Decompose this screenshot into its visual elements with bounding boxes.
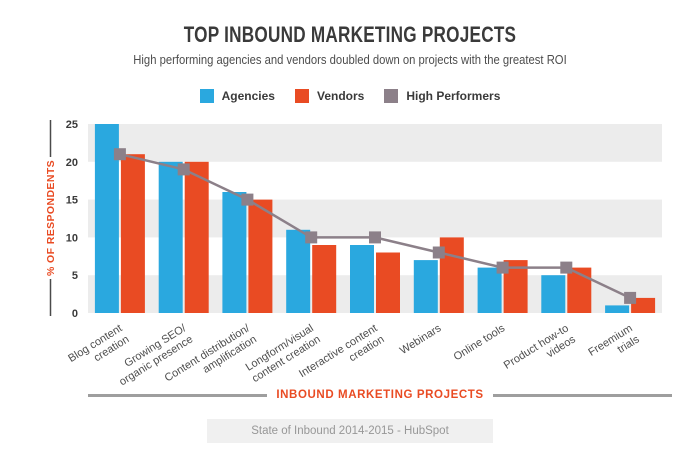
caption-rule-right bbox=[492, 393, 672, 397]
high-performers-marker-3 bbox=[305, 231, 318, 244]
bar-agencies-4 bbox=[350, 245, 374, 313]
bar-agencies-7 bbox=[541, 275, 566, 313]
chart-subtitle: High performing agencies and vendors dou… bbox=[133, 53, 567, 67]
bar-vendors-1 bbox=[184, 161, 209, 313]
high-performers-marker-6 bbox=[496, 261, 509, 274]
bar-agencies-8 bbox=[605, 305, 630, 313]
grouped-bar-line-chart: % OF RESPONDENTS 0 5 10 15 20 25 Blog contentcr… bbox=[45, 119, 662, 388]
high-performers-marker-8 bbox=[624, 291, 637, 304]
high-performers-marker-1 bbox=[177, 163, 190, 176]
grid-band-20 bbox=[88, 124, 662, 162]
x-axis-caption: INBOUND MARKETING PROJECTS bbox=[0, 389, 700, 401]
bar-vendors-0 bbox=[120, 154, 145, 313]
legend-label-agencies: Agencies bbox=[221, 89, 275, 103]
bar-vendors-8 bbox=[631, 297, 656, 313]
agencies-color-swatch bbox=[199, 89, 214, 103]
high-performers-color-swatch bbox=[384, 89, 399, 103]
high-performers-marker-7 bbox=[560, 261, 573, 274]
grid-band-0 bbox=[88, 275, 662, 313]
y-tick-label-15: 15 bbox=[66, 195, 78, 207]
bar-agencies-2 bbox=[222, 192, 247, 313]
legend-item-vendors: Vendors bbox=[294, 89, 365, 103]
bar-vendors-4 bbox=[376, 252, 400, 313]
y-tick-label-25: 25 bbox=[66, 119, 78, 131]
footer: State of Inbound 2014-2015 - HubSpot bbox=[0, 419, 700, 443]
legend-item-high-performers: High Performers bbox=[384, 89, 500, 103]
x-category-label-3: Longform/visualcontent creation bbox=[243, 322, 323, 385]
legend-label-vendors: Vendors bbox=[316, 89, 365, 103]
y-tick-label-0: 0 bbox=[72, 308, 78, 320]
high-performers-marker-5 bbox=[432, 246, 445, 259]
x-category-label-8: Freemiumtrials bbox=[586, 322, 642, 370]
y-tick-label-10: 10 bbox=[66, 232, 78, 244]
grid-band-10 bbox=[88, 199, 662, 238]
x-category-label-7: Product how-tovideos bbox=[502, 322, 578, 383]
legend: Agencies Vendors High Performers bbox=[0, 89, 700, 103]
y-axis-title: % OF RESPONDENTS bbox=[45, 160, 57, 276]
bar-vendors-2 bbox=[248, 199, 273, 313]
bar-agencies-3 bbox=[286, 229, 311, 313]
high-performers-marker-2 bbox=[241, 193, 254, 206]
y-tick-label-20: 20 bbox=[66, 157, 78, 169]
bar-agencies-6 bbox=[477, 267, 502, 313]
legend-item-agencies: Agencies bbox=[199, 89, 275, 103]
x-category-label-6: Online tools bbox=[452, 322, 508, 363]
x-category-label-0: Blog contentcreation bbox=[66, 322, 131, 376]
high-performers-marker-4 bbox=[369, 231, 381, 244]
bar-vendors-7 bbox=[567, 267, 592, 313]
x-axis-title: INBOUND MARKETING PROJECTS bbox=[276, 389, 484, 401]
chart-title: TOP INBOUND MARKETING PROJECTS bbox=[183, 22, 517, 47]
vendors-color-swatch bbox=[294, 89, 309, 103]
x-category-label-5: Webinars bbox=[398, 322, 444, 357]
caption-rule-left bbox=[88, 393, 268, 397]
legend-label-high-performers: High Performers bbox=[406, 89, 501, 103]
bar-agencies-5 bbox=[413, 260, 438, 313]
source-citation: State of Inbound 2014-2015 - HubSpot bbox=[207, 419, 493, 443]
bar-vendors-3 bbox=[312, 245, 337, 313]
bar-vendors-6 bbox=[503, 260, 528, 313]
y-tick-label-5: 5 bbox=[72, 270, 78, 282]
high-performers-marker-0 bbox=[113, 148, 126, 161]
bar-agencies-1 bbox=[158, 161, 183, 313]
